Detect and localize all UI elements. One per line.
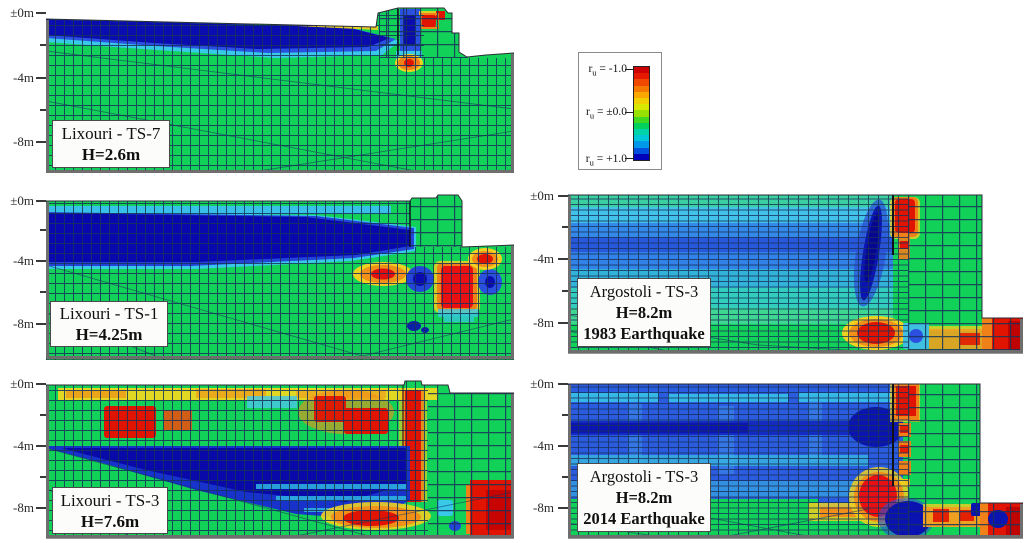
panel-title: Lixouri - TS-3 (60, 490, 160, 510)
axis-tick (40, 414, 46, 416)
axis-label-depth: -8m (533, 315, 554, 330)
axis-tick (40, 109, 46, 111)
panel-event: 2014 Earthquake (583, 509, 705, 528)
panel-title: Argostoli - TS-3 (589, 282, 699, 301)
axis-tick (36, 12, 46, 14)
axis-tick (36, 323, 46, 325)
panel-event: 1983 Earthquake (583, 324, 705, 343)
panel-wall-height: H=2.6m (81, 145, 141, 164)
axis-tick (40, 291, 46, 293)
axis-label-depth: ±0m (530, 376, 554, 391)
axis-tick (36, 260, 46, 262)
panel-title: Lixouri - TS-7 (61, 124, 161, 143)
panel-wall-height: H=4.25m (75, 325, 143, 344)
panel-wall-height: H=8.2m (615, 488, 673, 507)
axis-tick (562, 290, 568, 292)
axis-tick (36, 383, 46, 385)
axis-tick (36, 141, 46, 143)
axis-label-depth: -8m (533, 500, 554, 515)
axis-tick (36, 200, 46, 202)
axis-label-depth: ±0m (530, 188, 554, 203)
axis-tick (558, 322, 568, 324)
axis-tick (36, 445, 46, 447)
axis-label-depth: ±0m (10, 376, 34, 391)
ru-colorbar-legend: ru = -1.0 ru = ±0.0 ru = +1.0 (578, 52, 662, 170)
axis-label-depth: -8m (13, 500, 34, 515)
panel-wall-height: H=7.6m (80, 511, 140, 531)
panel-label-argostoli-1983: Argostoli - TS-3 H=8.2m 1983 Earthquake (577, 278, 711, 347)
legend-entry-ru-zero: ru = ±0.0 (585, 106, 627, 121)
panel-title: Argostoli - TS-3 (589, 467, 699, 486)
legend-tick (625, 112, 633, 114)
legend-entry-ru-minus1: ru = -1.0 (588, 63, 627, 78)
axis-tick (562, 414, 568, 416)
axis-tick (558, 258, 568, 260)
panel-label-lixouri-ts1: Lixouri - TS-1 H=4.25m (50, 301, 168, 347)
contour-plot-argostoli-1983 (568, 194, 1023, 354)
axis-tick (40, 44, 46, 46)
contour-plot-lixouri-ts7 (46, 7, 514, 173)
axis-tick (558, 195, 568, 197)
axis-label-depth: -4m (533, 251, 554, 266)
axis-label-depth: -4m (13, 438, 34, 453)
axis-label-depth: -8m (13, 134, 34, 149)
axis-label-depth: ±0m (10, 5, 34, 20)
colorbar (633, 66, 650, 161)
axis-label-depth: -4m (13, 253, 34, 268)
panel-wall-height: H=8.2m (615, 303, 673, 322)
axis-tick (558, 507, 568, 509)
axis-tick (40, 476, 46, 478)
legend-entry-ru-plus1: ru = +1.0 (585, 153, 627, 168)
axis-label-depth: -4m (533, 438, 554, 453)
axis-tick (562, 226, 568, 228)
legend-tick (625, 158, 633, 160)
panel-label-argostoli-2014: Argostoli - TS-3 H=8.2m 2014 Earthquake (577, 463, 711, 532)
axis-tick (36, 507, 46, 509)
axis-label-depth: ±0m (10, 193, 34, 208)
axis-tick (36, 77, 46, 79)
panel-label-lixouri-ts3: Lixouri - TS-3 H=7.6m (52, 487, 168, 534)
axis-tick (558, 445, 568, 447)
axis-label-depth: -8m (13, 316, 34, 331)
panel-label-lixouri-ts7: Lixouri - TS-7 H=2.6m (52, 120, 170, 168)
legend-tick (625, 69, 633, 71)
axis-tick (558, 383, 568, 385)
axis-tick (40, 229, 46, 231)
axis-label-depth: -4m (13, 70, 34, 85)
panel-title: Lixouri - TS-1 (59, 304, 159, 323)
axis-tick (562, 476, 568, 478)
